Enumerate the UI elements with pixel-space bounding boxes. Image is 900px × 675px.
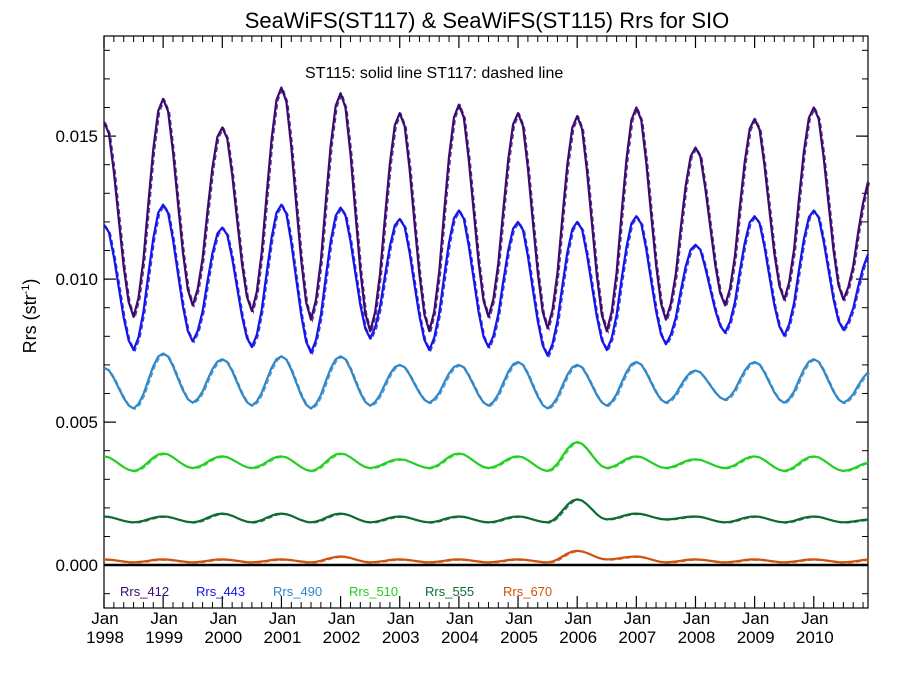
x-tick-month: Jan — [328, 609, 355, 628]
x-tick-month: Jan — [269, 609, 296, 628]
series-line-rrs_670-st115 — [103, 549, 869, 564]
x-tick-year: 1999 — [145, 628, 183, 647]
x-tick-month: Jan — [742, 609, 769, 628]
series-line-rrs_443-st115 — [103, 203, 870, 357]
x-tick-month: Jan — [801, 609, 828, 628]
series-line-rrs_443-st117 — [104, 204, 871, 358]
y-tick-label: 0.005 — [55, 413, 98, 432]
x-axis: Jan1998Jan1999Jan2000Jan2001Jan2002Jan20… — [86, 36, 864, 647]
legend-item-rrs_412: Rrs_412 — [120, 584, 169, 599]
series-line-rrs_510-st115 — [103, 441, 869, 473]
y-tick-label: 0.015 — [55, 127, 98, 146]
x-tick-month: Jan — [505, 609, 532, 628]
x-tick-year: 2007 — [618, 628, 656, 647]
plot-border — [103, 35, 869, 609]
x-tick-year: 2004 — [441, 628, 479, 647]
x-tick-month: Jan — [150, 609, 177, 628]
x-tick-month: Jan — [210, 609, 237, 628]
x-tick-month: Jan — [91, 609, 118, 628]
y-axis: 0.000 0.005 0.010 0.015 — [55, 49, 868, 595]
x-tick-year: 2001 — [264, 628, 302, 647]
plot-frame — [103, 35, 869, 609]
y-axis-label-sup: -1 — [20, 285, 32, 295]
x-tick-year: 2010 — [796, 628, 834, 647]
legend-item-rrs_490: Rrs_490 — [273, 584, 322, 599]
svg-text:Rrs (str-1): Rrs (str-1) — [20, 279, 40, 354]
legend: Rrs_412 Rrs_443 Rrs_490 Rrs_510 Rrs_555 Rrs_6… — [120, 584, 552, 599]
series-line-rrs_490-st117 — [105, 353, 870, 411]
series-lines — [102, 86, 871, 564]
y-axis-label-main: Rrs (str — [20, 294, 40, 353]
x-tick-year: 2009 — [737, 628, 775, 647]
x-tick-year: 2000 — [204, 628, 242, 647]
series-line-rrs_510-st117 — [105, 442, 870, 473]
y-axis-label-close: ) — [20, 279, 40, 285]
chart-title: SeaWiFS(ST117) & SeaWiFS(ST115) Rrs for … — [245, 8, 730, 33]
x-tick-year: 2002 — [323, 628, 361, 647]
series-line-rrs_555-st117 — [105, 499, 870, 524]
y-tick-label: 0.010 — [55, 270, 98, 289]
x-tick-month: Jan — [387, 609, 414, 628]
x-tick-year: 2006 — [559, 628, 597, 647]
x-tick-month: Jan — [683, 609, 710, 628]
x-tick-month: Jan — [446, 609, 473, 628]
legend-item-rrs_555: Rrs_555 — [425, 584, 474, 599]
x-tick-year: 2005 — [500, 628, 538, 647]
legend-item-rrs_510: Rrs_510 — [349, 584, 398, 599]
x-tick-year: 2008 — [678, 628, 716, 647]
x-tick-year: 2003 — [382, 628, 420, 647]
y-tick-label: 0.000 — [55, 556, 98, 575]
series-line-rrs_670-st117 — [105, 550, 870, 564]
x-tick-month: Jan — [624, 609, 651, 628]
series-line-rrs_490-st115 — [103, 352, 869, 410]
legend-item-rrs_443: Rrs_443 — [196, 584, 245, 599]
x-tick-month: Jan — [564, 609, 591, 628]
legend-item-rrs_670: Rrs_670 — [503, 584, 552, 599]
x-tick-year: 1998 — [86, 628, 124, 647]
series-line-rrs_412-st115 — [102, 86, 870, 333]
y-axis-label: Rrs (str-1) — [20, 279, 40, 354]
series-line-rrs_555-st115 — [103, 498, 869, 524]
series-line-rrs_412-st117 — [104, 86, 871, 335]
line-style-note: ST115: solid line ST117: dashed line — [305, 65, 563, 82]
